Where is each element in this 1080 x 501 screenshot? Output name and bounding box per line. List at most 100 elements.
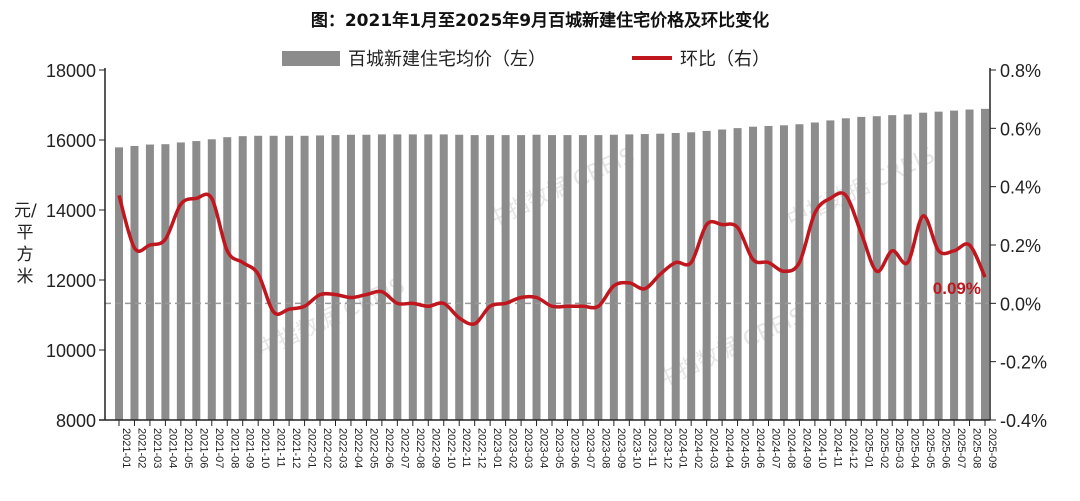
x-tick-label: 2024-06 (754, 428, 766, 468)
right-tick-label: 0.6% (1000, 119, 1041, 139)
right-tick-label: 0.0% (1000, 294, 1041, 314)
bar-2024-03 (702, 130, 711, 420)
x-tick-label: 2023-11 (646, 428, 658, 468)
bar-2021-07 (207, 139, 216, 421)
x-tick-label: 2022-11 (460, 428, 472, 468)
bar-2023-01 (486, 135, 495, 420)
x-tick-label: 2021-05 (182, 428, 194, 468)
legend-label-mom: 环比（右） (680, 49, 770, 70)
bar-2023-02 (501, 135, 510, 420)
legend-label-price: 百城新建住宅均价（左） (348, 49, 546, 70)
x-tick-label: 2025-03 (893, 428, 905, 468)
bar-2024-05 (733, 128, 742, 420)
x-tick-label: 2021-06 (197, 428, 209, 468)
bar-2021-08 (223, 137, 232, 420)
bar-2022-04 (346, 134, 355, 420)
bar-2025-05 (919, 112, 928, 420)
left-tick-label: 12000 (46, 271, 96, 291)
bar-2023-03 (517, 135, 526, 420)
right-tick-label: -0.2% (1000, 353, 1047, 373)
bar-2022-05 (362, 134, 371, 420)
bar-2025-09 (981, 108, 989, 420)
bar-2023-12 (656, 133, 665, 420)
bar-2025-07 (950, 110, 959, 420)
x-tick-label: 2023-01 (491, 428, 503, 468)
x-tick-label: 2022-07 (398, 428, 410, 468)
x-tick-label: 2023-03 (522, 428, 534, 468)
x-tick-label: 2025-06 (940, 428, 952, 468)
bar-2024-01 (671, 133, 680, 420)
legend-line-swatch (632, 56, 672, 60)
x-tick-label: 2025-02 (878, 428, 890, 468)
x-tick-label: 2023-10 (630, 428, 642, 468)
bar-2021-06 (192, 141, 201, 421)
left-tick-label: 16000 (46, 131, 96, 151)
bar-2021-11 (269, 135, 278, 421)
right-tick-label: 0.2% (1000, 236, 1041, 256)
x-tick-label: 2023-09 (615, 428, 627, 468)
legend-bar-swatch (282, 50, 340, 66)
bar-2024-06 (749, 126, 758, 420)
x-tick-label: 2025-01 (862, 428, 874, 468)
x-tick-label: 2024-05 (739, 428, 751, 468)
bar-2022-10 (439, 134, 448, 420)
x-tick-label: 2022-10 (445, 428, 457, 468)
x-tick-label: 2024-08 (785, 428, 797, 468)
bar-2023-11 (640, 134, 649, 421)
x-tick-label: 2022-09 (429, 428, 441, 468)
left-tick-label: 10000 (46, 341, 96, 361)
x-tick-label: 2025-08 (971, 428, 983, 468)
left-tick-label: 14000 (46, 201, 96, 221)
bar-2024-07 (764, 126, 773, 420)
bar-2022-06 (377, 134, 386, 420)
x-tick-label: 2021-01 (120, 428, 132, 468)
bar-2024-11 (826, 120, 835, 421)
bar-2025-02 (872, 116, 881, 420)
right-tick-label: 0.4% (1000, 178, 1041, 198)
bar-2025-03 (888, 115, 897, 421)
x-tick-label: 2023-12 (661, 428, 673, 468)
bar-2023-09 (609, 134, 618, 420)
bar-2022-09 (424, 134, 433, 420)
x-tick-label: 2022-03 (337, 428, 349, 468)
right-tick-label: -0.4% (1000, 411, 1047, 431)
x-tick-label: 2025-05 (924, 428, 936, 468)
bar-2025-04 (903, 114, 912, 420)
x-tick-label: 2022-01 (306, 428, 318, 468)
right-tick-label: 0.8% (1000, 61, 1041, 81)
bar-2024-12 (841, 118, 850, 421)
bar-2022-03 (331, 135, 340, 420)
left-tick-label: 18000 (46, 61, 96, 81)
bar-2024-10 (810, 122, 819, 420)
chart-title: 图：2021年1月至2025年9月百城新建住宅价格及环比变化 (310, 11, 770, 31)
x-tick-label: 2022-08 (414, 428, 426, 468)
bar-2022-12 (470, 135, 479, 420)
x-tick-label: 2022-12 (476, 428, 488, 468)
x-tick-label: 2021-04 (166, 428, 178, 468)
bar-2023-06 (563, 135, 572, 420)
x-tick-label: 2025-09 (986, 428, 998, 468)
x-tick-label: 2023-08 (599, 428, 611, 468)
x-tick-label: 2021-08 (228, 428, 240, 468)
y-axis-label: 元/平方米 (14, 201, 37, 287)
x-tick-label: 2023-02 (507, 428, 519, 468)
bar-2022-02 (316, 135, 325, 420)
x-tick-label: 2022-02 (321, 428, 333, 468)
x-tick-label: 2022-04 (352, 428, 364, 468)
x-tick-label: 2021-10 (259, 428, 271, 468)
x-tick-label: 2021-12 (290, 428, 302, 468)
x-tick-label: 2024-04 (723, 428, 735, 468)
x-tick-label: 2021-03 (151, 428, 163, 468)
bar-2022-01 (300, 135, 309, 421)
bar-2025-01 (857, 116, 866, 421)
x-tick-label: 2025-07 (955, 428, 967, 468)
bar-2024-09 (795, 124, 804, 420)
bar-2021-03 (145, 144, 154, 421)
x-tick-label: 2023-06 (568, 428, 580, 468)
x-tick-label: 2024-10 (816, 428, 828, 468)
bar-2022-08 (408, 134, 417, 420)
x-tick-label: 2023-07 (584, 428, 596, 468)
x-tick-label: 2021-02 (135, 428, 147, 468)
x-tick-label: 2024-09 (800, 428, 812, 468)
